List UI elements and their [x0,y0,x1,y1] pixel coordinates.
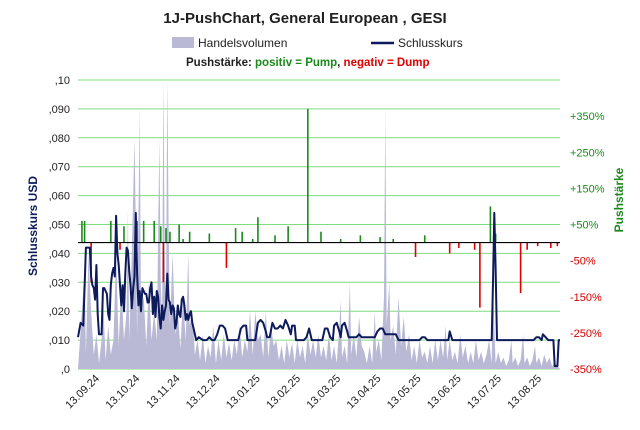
y2-tick-label: +150% [570,183,605,195]
y-tick-label: ,10 [55,75,70,87]
legend-push-positive: positiv = Pump [255,57,337,69]
legend-price-label: Schlusskurs [398,36,463,50]
y-tick-label: ,020 [49,306,70,318]
legend-push-text: Pushstärke: positiv = Pump, negativ = Du… [186,57,430,69]
y2-axis-label: Pushstärke [612,167,626,232]
legend-push-negative: negativ = Dump [344,57,430,69]
y-tick-label: ,070 [49,162,70,174]
legend-volume-swatch [172,37,194,48]
y-axis-ticks: ,0 ,010 ,020 ,030 ,040 ,050 ,060 ,070 ,080 ,090 ,1… [49,75,70,376]
y2-tick-label: -150% [570,292,602,304]
legend-volume-label: Handelsvolumen [198,36,287,50]
legend: Handelsvolumen Schlusskurs Pushstärke: p… [172,36,463,69]
y-axis-label: Schlusskurs USD [26,176,40,276]
y2-tick-label: -50% [570,256,596,268]
y2-tick-label: -250% [570,328,602,340]
price-line [77,211,560,368]
legend-push-separator: , [337,57,343,69]
y-tick-label: ,060 [49,191,70,203]
y-tick-label: ,030 [49,277,70,289]
y-tick-label: ,040 [49,248,70,260]
y-tick-label: ,0 [61,364,70,376]
price-layer [77,211,560,368]
y2-tick-label: -350% [570,364,602,376]
y-tick-label: ,010 [49,335,70,347]
y-tick-label: ,090 [49,104,70,116]
chart-title: 1J-PushChart, General European , GESI [163,10,446,27]
legend-push-prefix: Pushstärke: [186,57,255,69]
y2-tick-label: +50% [570,220,599,232]
volume-layer [78,78,560,369]
volume-area [78,78,560,369]
y2-tick-label: +350% [570,111,605,123]
y2-tick-label: +250% [570,147,605,159]
y2-axis-ticks: -350% -250% -150% -50% +50% +150% +250% +350% [570,111,605,376]
y-tick-label: ,080 [49,133,70,145]
y-tick-label: ,050 [49,220,70,232]
